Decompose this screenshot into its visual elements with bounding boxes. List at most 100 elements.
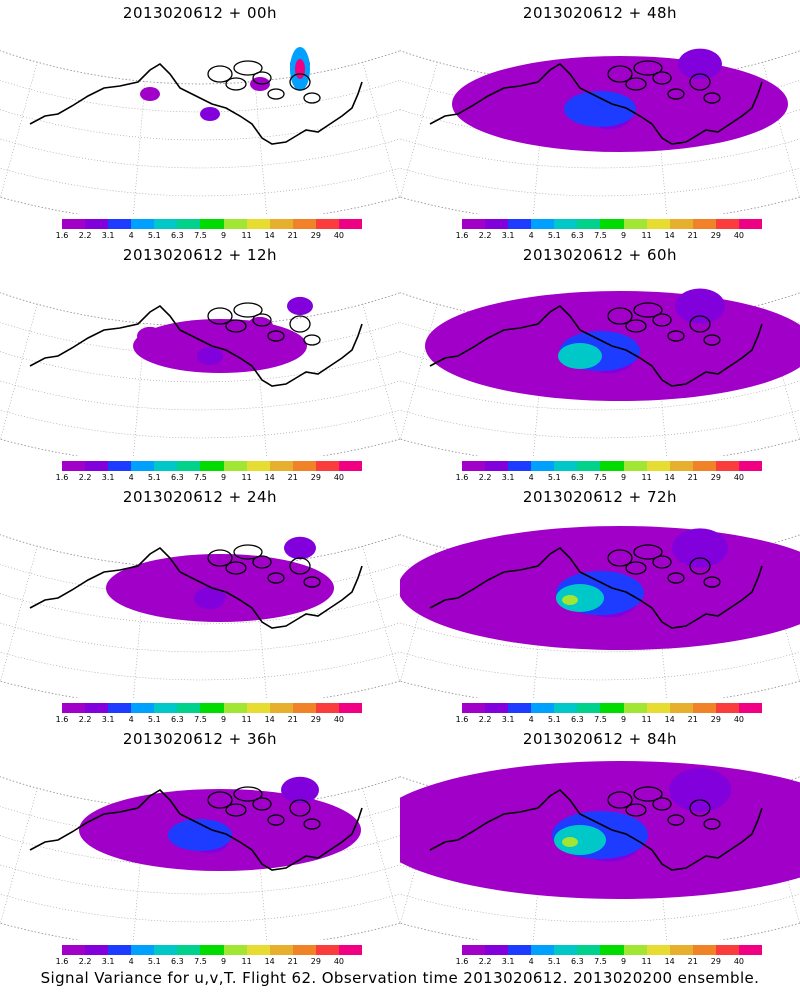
coastline <box>607 307 633 325</box>
colorbar-labels: 1.6 2.2 3.1 4 5.1 6.3 7.5 9 11 14 21 29 40 <box>456 957 762 967</box>
colorbar-swatch <box>246 945 270 955</box>
colorbar-swatch <box>531 219 555 229</box>
coastline <box>667 572 685 584</box>
colorbar-swatch <box>338 703 363 713</box>
colorbar-label: 11 <box>641 231 652 240</box>
colorbar-label: 7.5 <box>594 957 607 966</box>
colorbar-label: 5.1 <box>147 473 161 482</box>
colorbar-label: 4 <box>528 715 534 724</box>
coastline <box>252 71 272 85</box>
colorbar-label: 14 <box>664 473 675 482</box>
coastline <box>689 315 711 333</box>
colorbar-label: 11 <box>641 473 652 482</box>
colorbar-swatch <box>292 219 316 229</box>
longitude-line <box>362 62 400 198</box>
longitude-line <box>254 81 267 214</box>
map-panel: 2013020612 + 84h 1.6 2.2 3.1 4 5.1 6.3 7.5 9 11 14… <box>400 726 800 968</box>
longitude-line <box>0 788 38 924</box>
colorbar-swatch <box>646 703 670 713</box>
colorbar-label: 2.2 <box>78 715 92 724</box>
colorbar-label: 3.1 <box>501 473 515 482</box>
coastline <box>703 334 721 346</box>
coastline <box>652 555 672 569</box>
polar-map <box>400 288 800 456</box>
colorbar-label: 9 <box>620 957 627 966</box>
colorbar-label: 40 <box>733 473 745 482</box>
coastline <box>703 92 721 104</box>
colorbar-labels: 1.6 2.2 3.1 4 5.1 6.3 7.5 9 11 14 21 29 40 <box>56 473 362 483</box>
coastline <box>303 818 321 830</box>
colorbar-label: 2.2 <box>78 957 92 966</box>
map-boundary <box>400 292 800 456</box>
colorbar-swatch <box>692 219 716 229</box>
coastline <box>29 546 363 629</box>
map-boundary <box>0 50 400 214</box>
panel-title: 2013020612 + 48h <box>522 4 678 22</box>
colorbar-swatch <box>338 219 363 229</box>
colorbar-swatch <box>315 703 339 713</box>
colorbar-swatch <box>62 461 86 471</box>
colorbar-swatch <box>154 219 178 229</box>
variance-region <box>675 288 725 324</box>
longitude-line <box>133 81 146 214</box>
polar-map <box>400 48 800 214</box>
colorbar-label: 7.5 <box>594 231 607 240</box>
panel-title: 2013020612 + 24h <box>122 488 278 506</box>
colorbar-label: 1.6 <box>55 715 69 724</box>
colorbar-swatch <box>554 945 578 955</box>
coastline <box>225 803 247 817</box>
longitude-line <box>0 304 38 440</box>
colorbar-label: 4 <box>528 473 534 482</box>
polar-map <box>400 526 800 698</box>
coastline <box>303 334 321 346</box>
colorbar <box>462 703 763 713</box>
colorbar-swatch <box>177 219 201 229</box>
colorbar-swatch <box>738 703 763 713</box>
colorbar-labels: 1.6 2.2 3.1 4 5.1 6.3 7.5 9 11 14 21 29 40 <box>56 715 362 725</box>
variance-region <box>556 584 604 612</box>
colorbar-label: 11 <box>641 957 652 966</box>
coastline <box>233 544 263 560</box>
colorbar-swatch <box>669 219 693 229</box>
colorbar-label: 21 <box>687 473 698 482</box>
colorbar-swatch <box>738 461 763 471</box>
coastline <box>633 60 663 76</box>
panel-title: 2013020612 + 60h <box>522 246 678 264</box>
colorbar-label: 5.1 <box>547 231 561 240</box>
coastline <box>652 313 672 327</box>
variance-region <box>137 326 163 346</box>
coastline <box>429 62 763 145</box>
colorbar-swatch <box>577 219 601 229</box>
colorbar-swatch <box>485 945 509 955</box>
colorbar-swatch <box>600 461 624 471</box>
colorbar-swatch <box>223 945 247 955</box>
colorbar-swatch <box>62 703 86 713</box>
longitude-line <box>0 62 38 198</box>
panel-title: 2013020612 + 00h <box>122 4 278 22</box>
colorbar-label: 5.1 <box>547 473 561 482</box>
colorbar-swatch <box>200 703 224 713</box>
coastline <box>625 803 647 817</box>
variance-region <box>168 819 232 851</box>
colorbar-swatch <box>577 703 601 713</box>
colorbar-label: 40 <box>333 957 345 966</box>
colorbar-swatch <box>692 703 716 713</box>
colorbar-label: 29 <box>310 957 321 966</box>
coastline <box>233 786 263 802</box>
colorbar-label: 2.2 <box>478 957 492 966</box>
coastline <box>625 561 647 575</box>
longitude-line <box>762 62 800 198</box>
coastline <box>689 73 711 91</box>
latitude-line <box>400 893 800 923</box>
colorbar-swatch <box>131 461 155 471</box>
colorbar-label: 5.1 <box>147 231 161 240</box>
colorbar-label: 3.1 <box>101 715 115 724</box>
colorbar-swatch <box>269 461 293 471</box>
map-panel: 2013020612 + 72h 1.6 2.2 3.1 4 5.1 6.3 7.5 9 11 14… <box>400 484 800 726</box>
colorbar-label: 4 <box>528 231 534 240</box>
coastline <box>267 814 285 826</box>
colorbar-swatch <box>646 461 670 471</box>
colorbar-label: 4 <box>128 473 134 482</box>
longitude-line <box>362 304 400 440</box>
colorbar-swatch <box>338 945 363 955</box>
